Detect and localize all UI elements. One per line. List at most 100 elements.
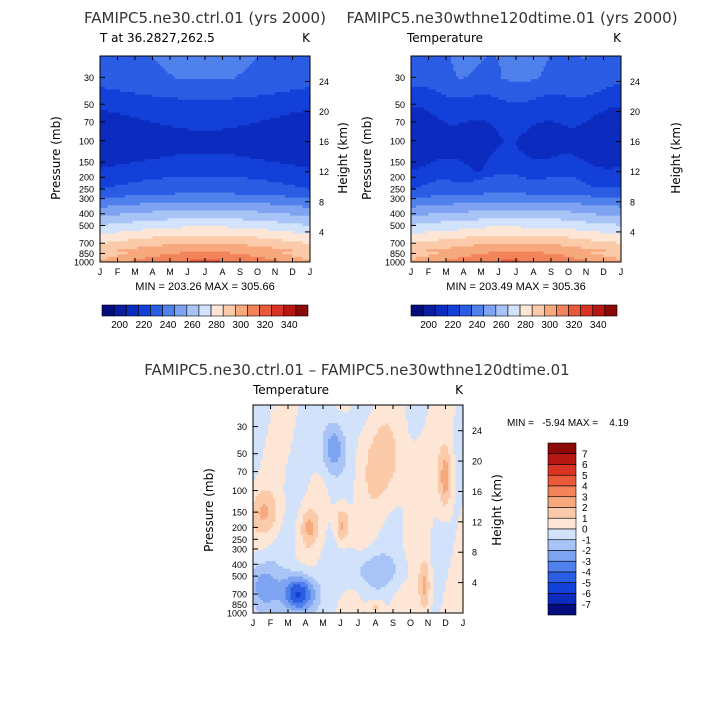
contour-cell [262, 117, 266, 121]
contour-cell [117, 153, 121, 157]
contour-cell [150, 71, 153, 75]
contour-cell [115, 166, 118, 170]
contour-cell [222, 164, 226, 168]
contour-cell [282, 76, 286, 80]
contour-cell [185, 156, 188, 160]
contour-cell [287, 99, 291, 103]
contour-cell [260, 164, 263, 168]
contour-cell [245, 68, 248, 72]
contour-cell [215, 63, 218, 67]
contour-cell [105, 104, 108, 108]
contour-cell [112, 184, 116, 188]
contour-cell [222, 94, 226, 98]
contour-cell [182, 153, 186, 157]
contour-cell [197, 58, 201, 62]
contour-cell [175, 195, 178, 199]
contour-cell [207, 94, 211, 98]
contour-cell [130, 89, 133, 93]
contour-cell [262, 179, 266, 183]
contour-cell [220, 99, 223, 103]
contour-cell [175, 86, 178, 90]
contour-cell [195, 184, 198, 188]
contour-cell [132, 68, 136, 72]
contour-cell [247, 146, 251, 150]
contour-cell [240, 92, 243, 96]
contour-cell [130, 102, 133, 106]
contour-cell [182, 130, 186, 134]
contour-cell [192, 79, 196, 83]
contour-cell [207, 177, 211, 181]
contour-cell [290, 122, 293, 126]
contour-cell [280, 197, 283, 201]
contour-cell [195, 63, 198, 67]
contour-cell [175, 115, 178, 119]
contour-cell [150, 125, 153, 129]
contour-cell [252, 133, 256, 137]
contour-cell [177, 179, 181, 183]
contour-cell [245, 179, 248, 183]
contour-cell [200, 120, 203, 124]
contour-cell [207, 200, 211, 204]
contour-cell [207, 174, 211, 178]
contour-cell [280, 66, 283, 70]
contour-cell [182, 58, 186, 62]
contour-cell [140, 138, 143, 142]
contour-cell [200, 68, 203, 72]
contour-cell [197, 148, 201, 152]
contour-cell [240, 125, 243, 129]
contour-cell [290, 133, 293, 137]
contour-cell [117, 112, 121, 116]
contour-cell [287, 166, 291, 170]
contour-cell [192, 130, 196, 134]
contour-cell [120, 84, 123, 88]
contour-cell [105, 138, 108, 142]
contour-cell [130, 189, 133, 193]
contour-cell [177, 164, 181, 168]
contour-cell [117, 189, 121, 193]
contour-cell [252, 189, 256, 193]
contour-cell [212, 171, 216, 175]
contour-cell [117, 177, 121, 181]
contour-cell [292, 107, 296, 111]
contour-cell [215, 182, 218, 186]
contour-cell [287, 174, 291, 178]
contour-cell [292, 102, 296, 106]
contour-cell [205, 102, 208, 106]
contour-cell [192, 133, 196, 137]
contour-cell [195, 159, 198, 162]
contour-cell [260, 84, 263, 88]
contour-cell [117, 200, 121, 204]
contour-cell [152, 130, 156, 134]
contour-cell [290, 102, 293, 106]
contour-cell [192, 184, 196, 188]
contour-cell [287, 195, 291, 199]
contour-cell [270, 128, 273, 132]
contour-cell [147, 140, 151, 144]
contour-cell [262, 177, 266, 181]
contour-cell [150, 61, 153, 65]
contour-cell [202, 138, 206, 142]
contour-cell [200, 94, 203, 98]
contour-cell [297, 112, 301, 116]
contour-cell [287, 140, 291, 144]
contour-cell [290, 99, 293, 103]
contour-cell [127, 99, 131, 103]
contour-cell [220, 61, 223, 65]
contour-cell [280, 94, 283, 98]
contour-cell [307, 120, 310, 124]
contour-cell [192, 161, 196, 165]
contour-cell [100, 148, 103, 152]
contour-cell [240, 61, 243, 65]
contour-cell [125, 71, 128, 75]
contour-cell [270, 151, 273, 155]
contour-cell [260, 130, 263, 134]
contour-cell [215, 61, 218, 65]
contour-cell [165, 151, 168, 155]
contour-cell [182, 189, 186, 193]
contour-cell [212, 148, 216, 152]
contour-cell [152, 148, 156, 152]
contour-cell [252, 135, 256, 139]
contour-cell [297, 182, 301, 186]
contour-cell [135, 81, 138, 85]
contour-cell [285, 66, 288, 70]
